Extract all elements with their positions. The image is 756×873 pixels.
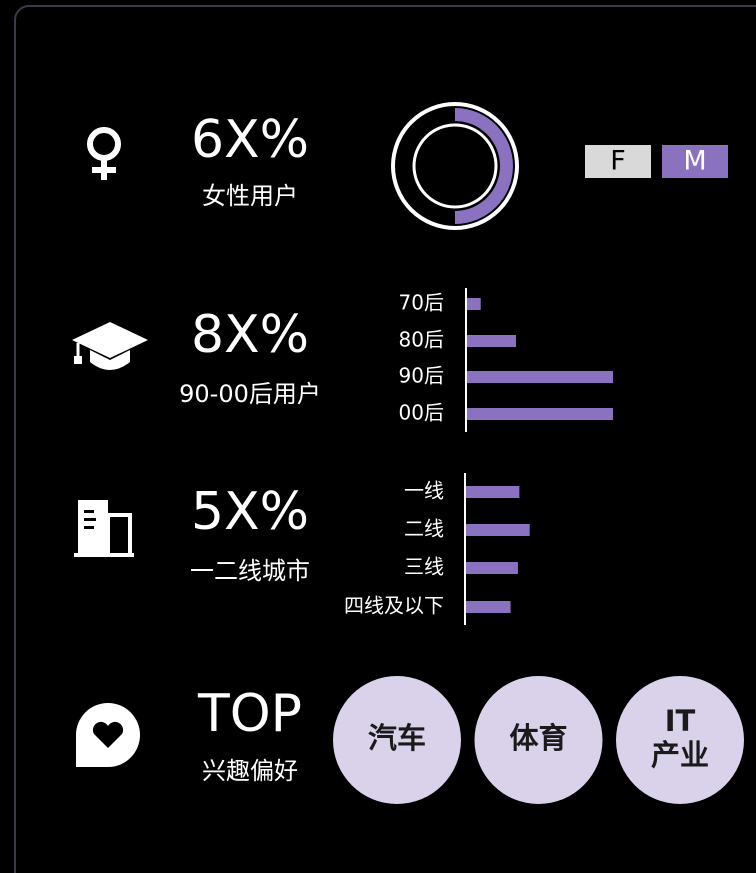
legend-swatch bbox=[585, 145, 651, 178]
stat-label: 兴趣偏好 bbox=[202, 757, 298, 785]
bar bbox=[466, 371, 613, 383]
legend-label: M bbox=[683, 146, 706, 177]
bar-label: 80后 bbox=[399, 328, 444, 352]
stat-value: 5X% bbox=[191, 482, 309, 542]
legend-label: F bbox=[610, 146, 626, 177]
stat-value: TOP bbox=[197, 684, 302, 744]
bar bbox=[465, 524, 530, 536]
bar-label: 一线 bbox=[404, 479, 444, 503]
donut-segment bbox=[455, 108, 513, 224]
donut-outline bbox=[391, 102, 519, 230]
interest-label: 汽车 bbox=[368, 721, 426, 755]
bar-label: 二线 bbox=[404, 517, 444, 541]
heart-icon bbox=[76, 703, 140, 767]
donut-inner bbox=[412, 123, 498, 209]
graduation-icon bbox=[72, 322, 148, 370]
interest-circle bbox=[474, 676, 603, 804]
legend-swatch bbox=[662, 145, 728, 178]
bar-label: 90后 bbox=[399, 364, 444, 388]
interest-label: IT bbox=[665, 704, 696, 738]
stat-label: 90-00后用户 bbox=[179, 380, 321, 408]
bar bbox=[466, 408, 613, 420]
bar bbox=[465, 486, 520, 498]
building-icon bbox=[74, 500, 134, 557]
bar-label: 70后 bbox=[399, 291, 444, 315]
bar-label: 00后 bbox=[399, 401, 444, 425]
interest-circle bbox=[616, 676, 744, 804]
bar-label: 三线 bbox=[404, 555, 444, 579]
stat-label: 一二线城市 bbox=[190, 557, 310, 585]
bar bbox=[466, 335, 516, 347]
female-icon bbox=[87, 127, 121, 180]
bar bbox=[465, 562, 518, 574]
bar bbox=[466, 298, 481, 310]
stat-value: 8X% bbox=[191, 305, 309, 365]
bar-label: 四线及以下 bbox=[344, 594, 444, 618]
bar bbox=[465, 601, 511, 613]
interest-label: 体育 bbox=[509, 721, 567, 755]
stat-label: 女性用户 bbox=[202, 182, 298, 210]
card bbox=[14, 5, 756, 873]
interest-circle bbox=[333, 676, 461, 804]
stat-value: 6X% bbox=[191, 110, 309, 170]
interest-label: 产业 bbox=[651, 738, 709, 772]
